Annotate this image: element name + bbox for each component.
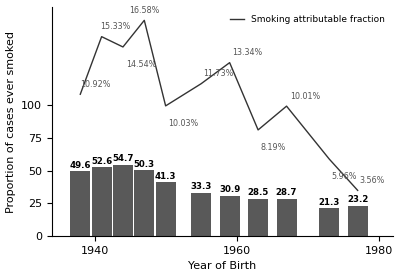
X-axis label: Year of Birth: Year of Birth	[188, 261, 257, 271]
Text: 11.73%: 11.73%	[203, 70, 234, 78]
Bar	[191, 193, 211, 236]
Text: 15.33%: 15.33%	[100, 22, 130, 31]
Bar	[134, 170, 154, 236]
Text: 16.58%: 16.58%	[129, 6, 160, 15]
Text: 33.3: 33.3	[190, 182, 212, 191]
Text: 5.96%: 5.96%	[331, 172, 357, 181]
Text: 10.03%: 10.03%	[168, 119, 198, 128]
Text: 21.3: 21.3	[318, 198, 340, 207]
Text: 28.7: 28.7	[276, 188, 297, 197]
Bar	[319, 208, 339, 236]
Text: 13.34%: 13.34%	[232, 48, 262, 57]
Text: 10.92%: 10.92%	[80, 80, 111, 89]
Bar	[156, 182, 176, 236]
Y-axis label: Proportion of cases ever smoked: Proportion of cases ever smoked	[6, 31, 16, 213]
Bar	[276, 199, 296, 236]
Text: 49.6: 49.6	[70, 161, 91, 170]
Text: 3.56%: 3.56%	[360, 176, 385, 185]
Text: 50.3: 50.3	[134, 160, 155, 169]
Legend: Smoking attributable fraction: Smoking attributable fraction	[227, 12, 389, 28]
Bar	[348, 206, 368, 236]
Text: 28.5: 28.5	[248, 188, 269, 197]
Text: 52.6: 52.6	[91, 157, 112, 166]
Text: 14.54%: 14.54%	[126, 60, 157, 69]
Bar	[220, 196, 240, 236]
Text: 8.19%: 8.19%	[260, 143, 286, 152]
Text: 23.2: 23.2	[347, 195, 368, 204]
Bar	[70, 171, 90, 236]
Text: 54.7: 54.7	[112, 154, 134, 163]
Bar	[113, 165, 133, 236]
Text: 10.01%: 10.01%	[290, 92, 320, 101]
Bar	[92, 167, 112, 236]
Bar	[248, 199, 268, 236]
Text: 30.9: 30.9	[219, 185, 240, 194]
Text: 41.3: 41.3	[155, 171, 176, 181]
